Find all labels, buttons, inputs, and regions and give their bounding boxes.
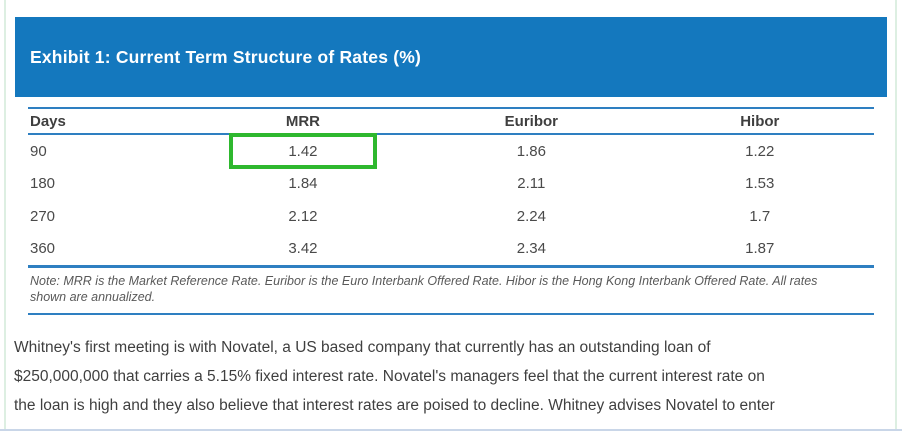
table-cell: 360 bbox=[28, 233, 189, 268]
table-cell: 1.84 bbox=[288, 175, 318, 192]
rates-table: Days MRR Euribor Hibor 90 1.42 1.86 1.22 180 1.8… bbox=[28, 107, 874, 268]
text-line: the loan is high and they also believe t… bbox=[14, 396, 775, 414]
column-header: MRR bbox=[188, 108, 418, 135]
table-cell: 1.53 bbox=[745, 175, 775, 192]
table-cell: 1.7 bbox=[749, 208, 771, 225]
table-cell: 3.42 bbox=[188, 233, 418, 268]
text-line: Note: MRR is the Market Reference Rate. … bbox=[30, 273, 818, 288]
table-cell: 1.42 bbox=[189, 133, 417, 169]
text-line: $250,000,000 that carries a 5.15% fixed … bbox=[14, 367, 765, 385]
table-cell: 1.22 bbox=[745, 142, 775, 160]
table-cell: 2.11 bbox=[517, 175, 546, 192]
exhibit-header-banner: Exhibit 1: Current Term Structure of Rat… bbox=[15, 17, 887, 97]
table-cell: 180 bbox=[30, 175, 56, 192]
table-cell: 2.34 bbox=[417, 233, 646, 268]
rates-table-container: Days MRR Euribor Hibor 90 1.42 1.86 1.22 180 1.8… bbox=[28, 107, 874, 315]
text-line: Whitney's first meeting is with Novatel,… bbox=[14, 338, 711, 356]
column-header: Euribor bbox=[417, 108, 646, 135]
bottom-divider bbox=[0, 429, 902, 431]
table-cell: 1.86 bbox=[516, 142, 546, 160]
table-row: 90 1.42 1.86 1.22 bbox=[28, 133, 874, 169]
table-footnote: Note: MRR is the Market Reference Rate. … bbox=[28, 268, 874, 315]
text-line: shown are annualized. bbox=[30, 290, 156, 304]
table-cell: 270 bbox=[30, 208, 56, 225]
table-cell: 90 bbox=[30, 142, 47, 160]
right-page-border bbox=[895, 0, 897, 430]
table-cell: 2.12 bbox=[288, 208, 318, 225]
table-body: 90 1.42 1.86 1.22 180 1.84 2.11 1.53 270 2.12 2.24… bbox=[28, 133, 874, 268]
table-row: 270 2.12 2.24 1.7 bbox=[28, 200, 874, 233]
column-header: Days bbox=[28, 108, 189, 135]
exhibit-title: Exhibit 1: Current Term Structure of Rat… bbox=[30, 46, 422, 67]
column-header: Hibor bbox=[645, 108, 874, 135]
left-page-border bbox=[4, 0, 6, 430]
highlight-box bbox=[228, 133, 377, 169]
table-row: 360 3.42 2.34 1.87 bbox=[28, 233, 874, 268]
case-paragraph: Whitney's first meeting is with Novatel,… bbox=[14, 333, 887, 420]
table-header-row: Days MRR Euribor Hibor bbox=[28, 108, 874, 135]
table-cell: 1.87 bbox=[645, 233, 874, 268]
table-row: 180 1.84 2.11 1.53 bbox=[28, 167, 874, 200]
table-cell: 2.24 bbox=[516, 208, 546, 225]
